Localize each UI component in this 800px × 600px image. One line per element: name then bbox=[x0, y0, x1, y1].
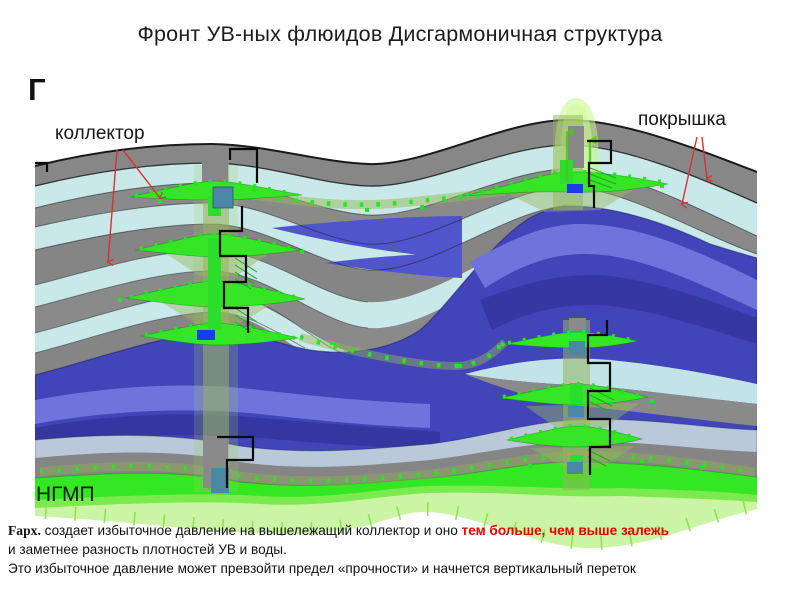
right-lower-chimney bbox=[499, 318, 649, 490]
gas-dots bbox=[118, 184, 704, 470]
teal-marker bbox=[568, 406, 584, 417]
dot-trail bbox=[39, 453, 756, 484]
blue-marker bbox=[567, 184, 583, 193]
slide-title: Фронт УВ-ных флюидов Дисгармоничная стру… bbox=[137, 22, 663, 46]
collector-arrow bbox=[122, 149, 160, 198]
blue-ribbon bbox=[470, 224, 757, 310]
dot-trail bbox=[299, 334, 507, 369]
right-upper-chimney bbox=[461, 98, 669, 212]
blue-wedge bbox=[272, 216, 462, 258]
right-margin bbox=[757, 0, 800, 600]
fluid-trails bbox=[39, 186, 756, 486]
caption-term: Fарх. bbox=[8, 523, 41, 538]
blue-marker bbox=[197, 330, 215, 340]
teal-marker bbox=[569, 341, 585, 355]
teal-marker bbox=[211, 468, 229, 493]
gray-plug bbox=[568, 126, 584, 168]
caption-line-1: Fарх. создает избыточное давление на выш… bbox=[8, 521, 792, 540]
sill bbox=[506, 425, 644, 448]
seal-arrow bbox=[682, 136, 698, 204]
caption-line-2: и заметнее разность плотностей УВ и воды… bbox=[8, 542, 287, 557]
collector-arrow bbox=[108, 149, 118, 262]
caption-line1-red: тем больше, чем выше залежь bbox=[461, 523, 669, 538]
label-ngmp: НГМП bbox=[36, 483, 95, 506]
sill bbox=[139, 322, 299, 346]
blue-wedge bbox=[325, 253, 462, 278]
teal-marker bbox=[567, 462, 583, 474]
label-seal: покрышка bbox=[638, 109, 726, 130]
caption: Fарх. создает избыточное давление на выш… bbox=[8, 521, 792, 578]
blue-ribbon bbox=[35, 385, 430, 428]
flow-arrows bbox=[565, 127, 597, 182]
gray-plug bbox=[569, 318, 586, 335]
label-collector: коллектор bbox=[55, 123, 145, 144]
section-letter: Г bbox=[28, 72, 46, 107]
well-step-lines bbox=[31, 139, 613, 488]
blue-ribbon bbox=[480, 275, 757, 344]
gas-pocket bbox=[212, 186, 234, 209]
caption-line1-black: создает избыточное давление на вышележащ… bbox=[40, 523, 462, 538]
label-arrows bbox=[108, 136, 707, 262]
left-margin bbox=[0, 0, 35, 600]
blue-ribbon bbox=[35, 414, 440, 450]
seal-arrow bbox=[701, 136, 707, 179]
caption-line-3: Это избыточное давление может превзойти … bbox=[8, 561, 636, 576]
